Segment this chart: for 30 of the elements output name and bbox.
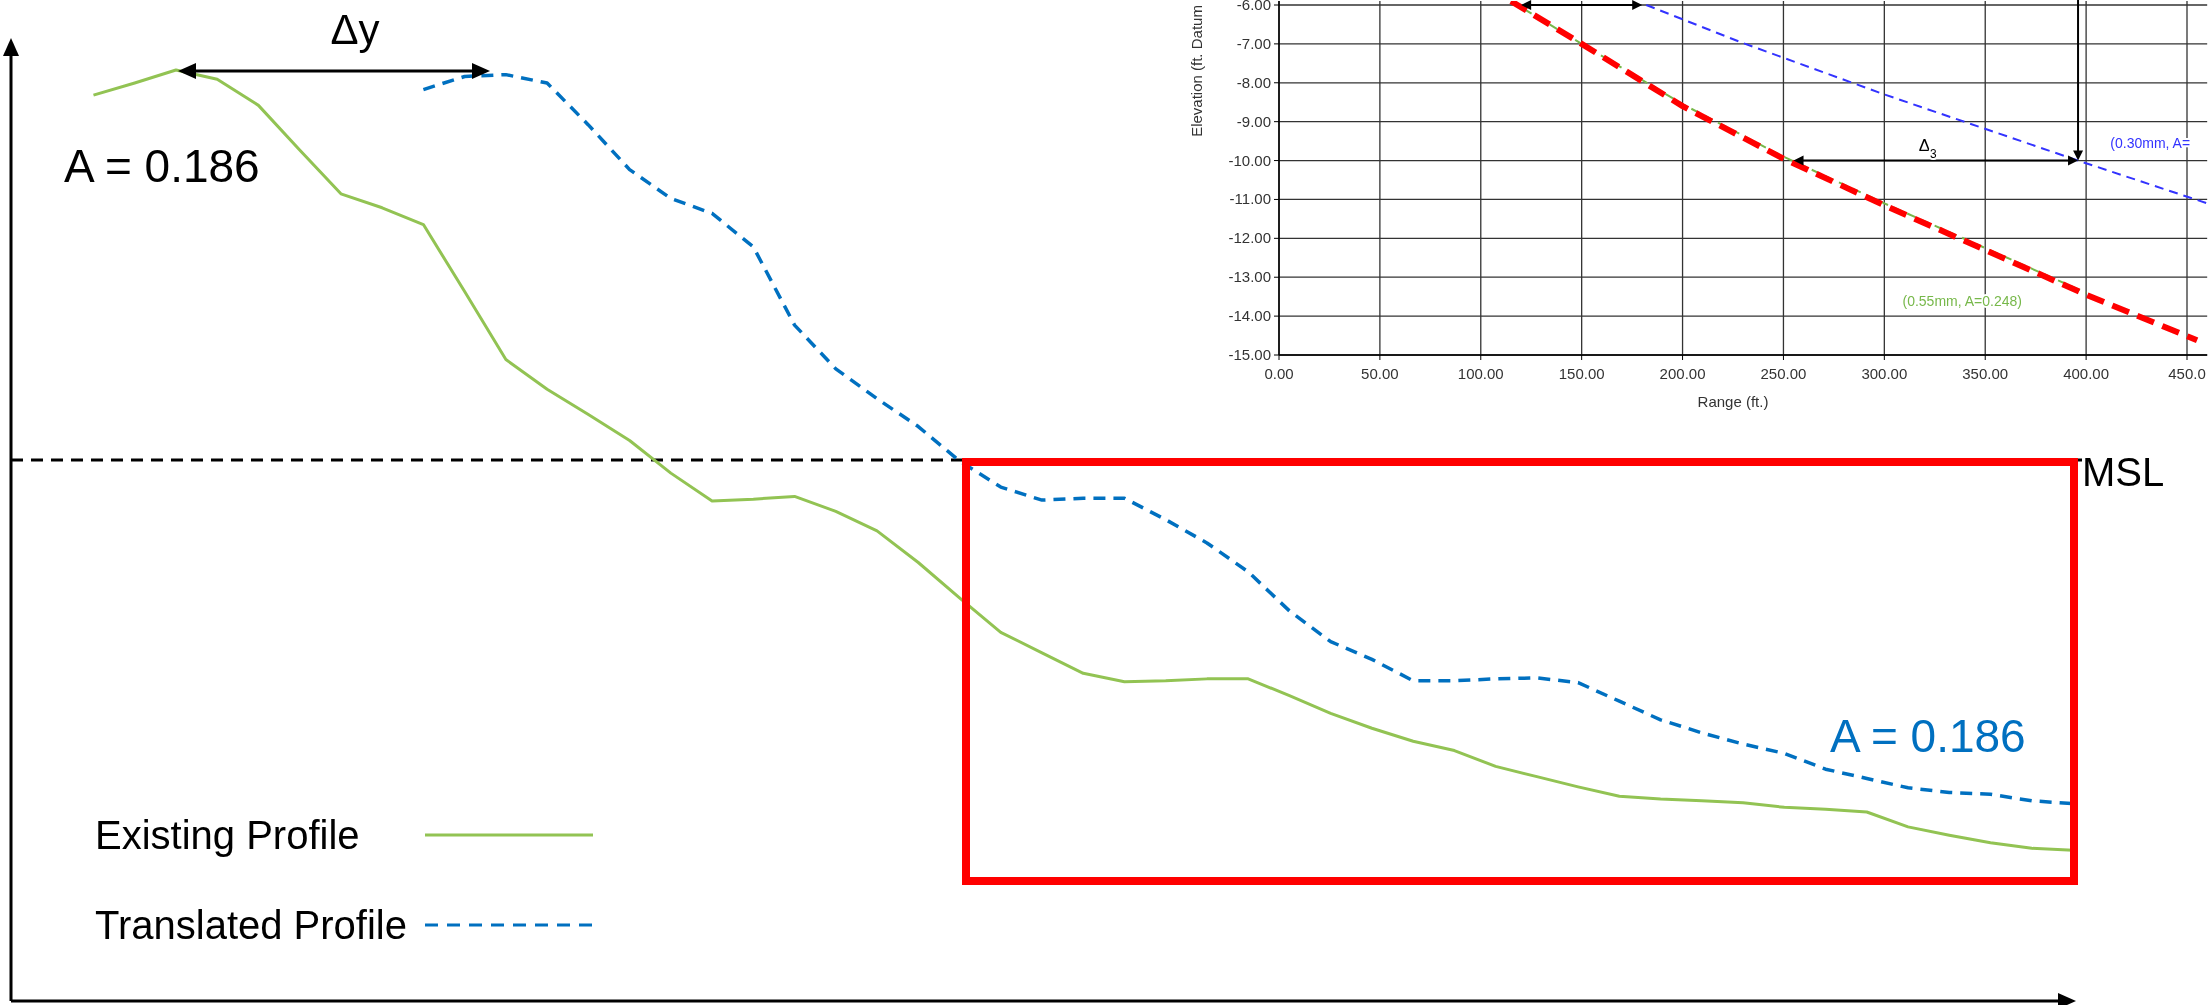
annotation: A = 0.186 [1830, 710, 2026, 762]
y-tick-label: -14.00 [1228, 307, 1271, 325]
y-tick-label: -13.00 [1228, 268, 1271, 286]
y-tick-label: -15.00 [1228, 346, 1271, 363]
y-tick-label: -11.00 [1229, 190, 1271, 208]
legend-label: Existing Profile [95, 813, 360, 857]
annotation: Δ$_{3}$ [1918, 135, 1937, 161]
x-tick-label: 400.00 [2063, 365, 2110, 382]
x-tick-label: 0.00 [1264, 365, 1294, 382]
x-tick-label: 350.00 [1962, 365, 2009, 382]
x-tick-label: 50.00 [1361, 365, 1399, 382]
x-axis-title: Range (ft.) [1697, 393, 1769, 410]
y-tick-label: -6.00 [1236, 0, 1271, 13]
annotation: A = 0.186 [64, 140, 260, 192]
line-series [1645, 4, 2208, 205]
y-tick-label: -8.00 [1236, 73, 1271, 91]
y-axis-title: Elevation (ft. Datum [1188, 5, 1205, 137]
y-tick-label: -10.00 [1228, 151, 1271, 169]
ref-line-label: MSL [2082, 450, 2165, 495]
y-tick-label: -9.00 [1236, 112, 1271, 130]
y-tick-label: -7.00 [1236, 34, 1271, 52]
x-tick-label: 450.0 [2168, 365, 2206, 382]
x-tick-label: 250.00 [1760, 365, 1807, 382]
x-tick-label: 300.00 [1861, 365, 1908, 382]
legend-label: Translated Profile [95, 903, 407, 947]
x-tick-label: 100.00 [1457, 365, 1504, 382]
x-tick-label: 200.00 [1659, 365, 1706, 382]
y-tick-label: -12.00 [1228, 229, 1271, 247]
x-tick-label: 150.00 [1558, 365, 1605, 382]
text: Δy [330, 6, 380, 53]
